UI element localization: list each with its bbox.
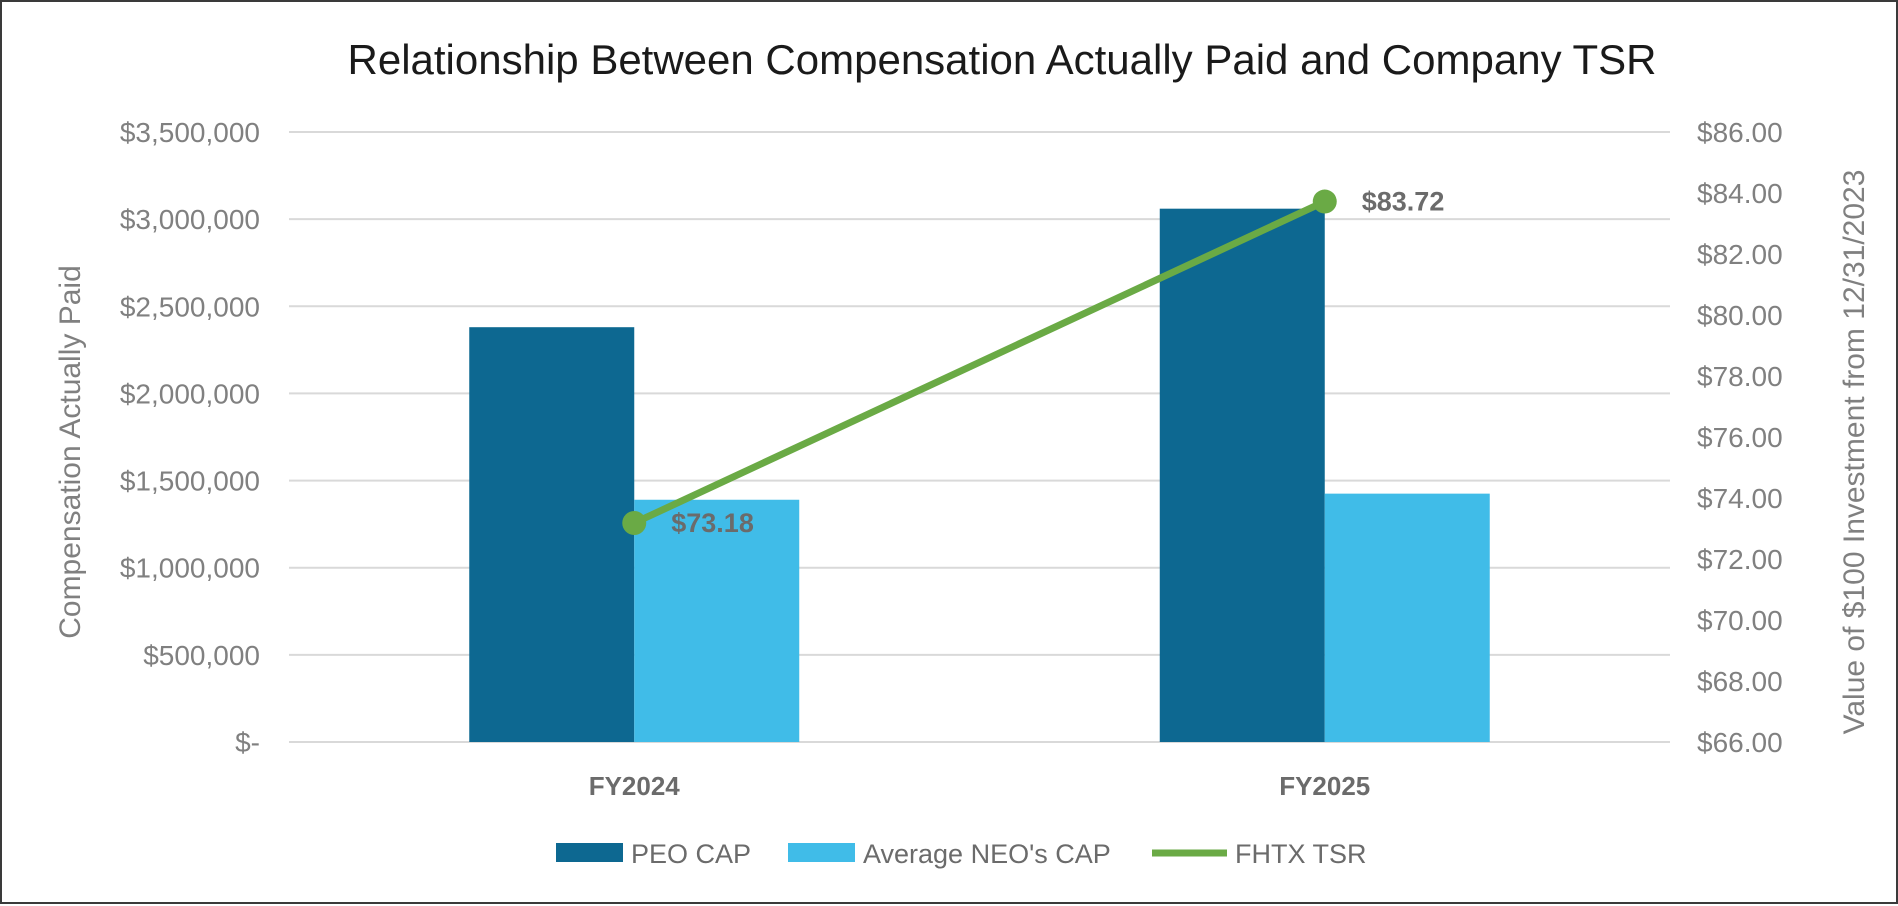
chart-title: Relationship Between Compensation Actual… xyxy=(348,36,1657,83)
left-tick-label: $1,000,000 xyxy=(120,553,260,584)
right-tick-label: $82.00 xyxy=(1697,239,1783,270)
bars xyxy=(469,208,1490,742)
left-tick-label: $1,500,000 xyxy=(120,466,260,497)
tsr-point xyxy=(622,511,647,536)
tsr-line: $73.18 $83.72 xyxy=(622,187,1444,538)
legend-peo-cap-label: PEO CAP xyxy=(631,839,751,869)
category-labels: FY2024 FY2025 xyxy=(589,771,1371,801)
left-tick-label: $3,500,000 xyxy=(120,117,260,148)
left-tick-label: $3,000,000 xyxy=(120,204,260,235)
right-tick-label: $76.00 xyxy=(1697,422,1783,453)
category-label: FY2024 xyxy=(589,771,681,801)
category-label: FY2025 xyxy=(1279,771,1370,801)
peo-cap-bar xyxy=(1159,208,1325,742)
legend-neo-cap-label: Average NEO's CAP xyxy=(863,839,1111,869)
left-axis-title: Compensation Actually Paid xyxy=(54,265,87,639)
right-tick-label: $74.00 xyxy=(1697,483,1783,514)
right-tick-label: $68.00 xyxy=(1697,666,1783,697)
left-tick-label: $500,000 xyxy=(143,640,260,671)
tsr-data-label: $83.72 xyxy=(1362,187,1445,217)
legend-peo-cap-swatch xyxy=(556,843,623,862)
right-tick-label: $72.00 xyxy=(1697,544,1783,575)
right-axis-title: Value of $100 Investment from 12/31/2023 xyxy=(1838,170,1871,735)
right-axis-ticks: $66.00 $68.00 $70.00 $72.00 $74.00 $76.00 $78.… xyxy=(1697,117,1783,758)
tsr-line-path xyxy=(630,198,1329,527)
legend: PEO CAP Average NEO's CAP FHTX TSR xyxy=(556,839,1367,869)
tsr-point xyxy=(1312,189,1337,214)
right-tick-label: $84.00 xyxy=(1697,178,1783,209)
left-axis-ticks: $- $500,000 $1,000,000 $1,500,000 $2,000,000… xyxy=(120,117,260,758)
neo-cap-bar xyxy=(1324,493,1490,742)
left-tick-label: $2,000,000 xyxy=(120,378,260,409)
legend-fhtx-tsr-label: FHTX TSR xyxy=(1235,839,1367,869)
right-tick-label: $66.00 xyxy=(1697,727,1783,758)
left-tick-label: $- xyxy=(235,727,260,758)
legend-neo-cap-swatch xyxy=(788,843,855,862)
right-tick-label: $80.00 xyxy=(1697,300,1783,331)
tsr-data-label: $73.18 xyxy=(671,508,754,538)
peo-cap-bar xyxy=(469,327,635,742)
right-tick-label: $70.00 xyxy=(1697,605,1783,636)
right-tick-label: $86.00 xyxy=(1697,117,1783,148)
right-tick-label: $78.00 xyxy=(1697,361,1783,392)
neo-cap-bar xyxy=(634,499,800,742)
left-tick-label: $2,500,000 xyxy=(120,291,260,322)
